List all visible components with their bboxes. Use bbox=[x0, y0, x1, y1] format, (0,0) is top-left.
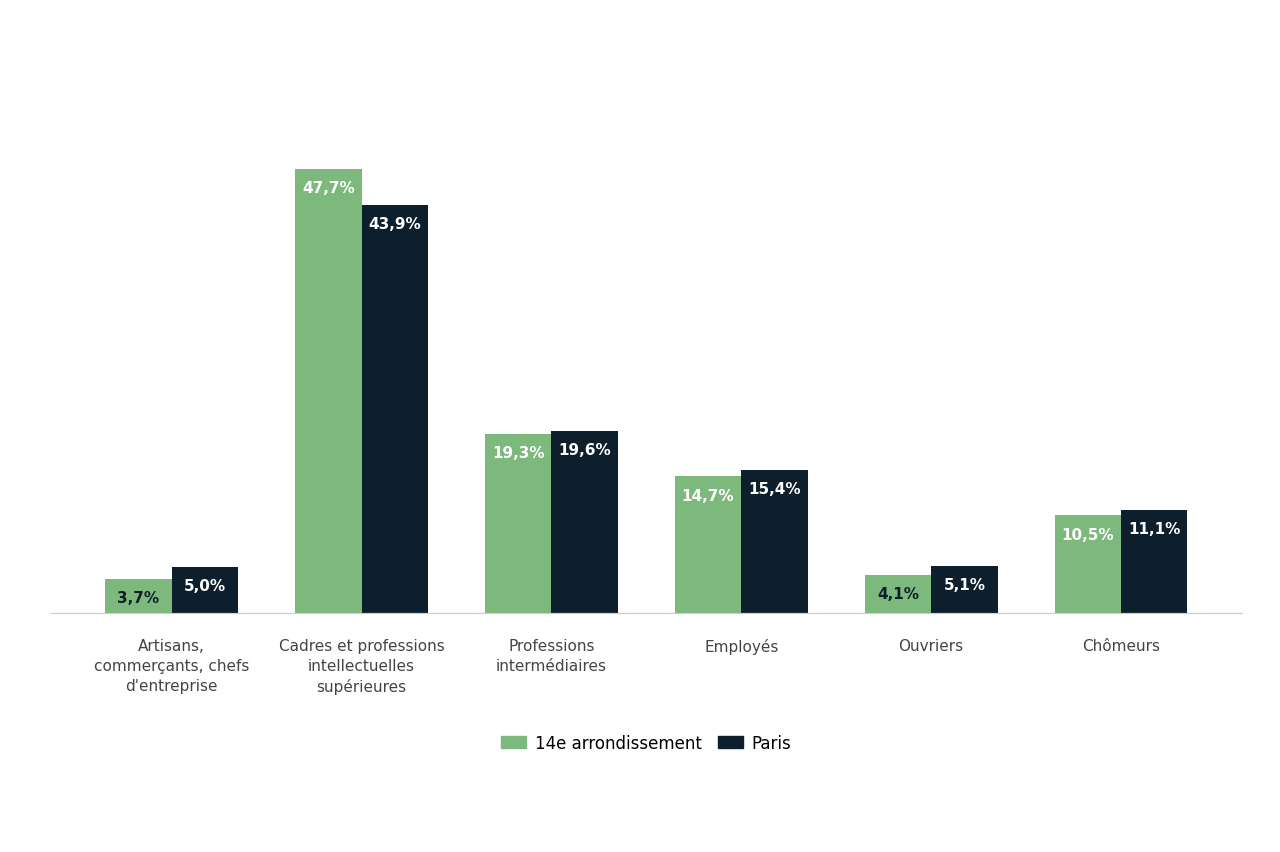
Bar bbox=[105, 579, 172, 613]
Bar bbox=[1121, 510, 1188, 613]
Bar bbox=[931, 566, 997, 613]
Text: 4,1%: 4,1% bbox=[877, 586, 919, 602]
Bar bbox=[675, 477, 741, 613]
Bar bbox=[485, 434, 552, 613]
Text: 5,0%: 5,0% bbox=[184, 579, 227, 593]
Text: 47,7%: 47,7% bbox=[302, 181, 355, 196]
Text: 10,5%: 10,5% bbox=[1061, 527, 1114, 542]
Bar bbox=[172, 567, 238, 613]
Text: 3,7%: 3,7% bbox=[118, 590, 160, 605]
Text: 14,7%: 14,7% bbox=[682, 488, 735, 503]
Bar bbox=[741, 470, 808, 613]
Bar bbox=[1055, 515, 1121, 613]
Legend: 14e arrondissement, Paris: 14e arrondissement, Paris bbox=[495, 727, 797, 758]
Bar bbox=[296, 170, 362, 613]
Text: 5,1%: 5,1% bbox=[943, 577, 986, 592]
Text: 19,6%: 19,6% bbox=[558, 442, 611, 458]
Bar bbox=[362, 205, 428, 613]
Bar bbox=[865, 575, 931, 613]
Text: 43,9%: 43,9% bbox=[369, 216, 421, 232]
Text: 11,1%: 11,1% bbox=[1128, 521, 1180, 537]
Text: 19,3%: 19,3% bbox=[492, 446, 544, 460]
Bar bbox=[552, 431, 618, 613]
Text: 15,4%: 15,4% bbox=[749, 481, 801, 497]
